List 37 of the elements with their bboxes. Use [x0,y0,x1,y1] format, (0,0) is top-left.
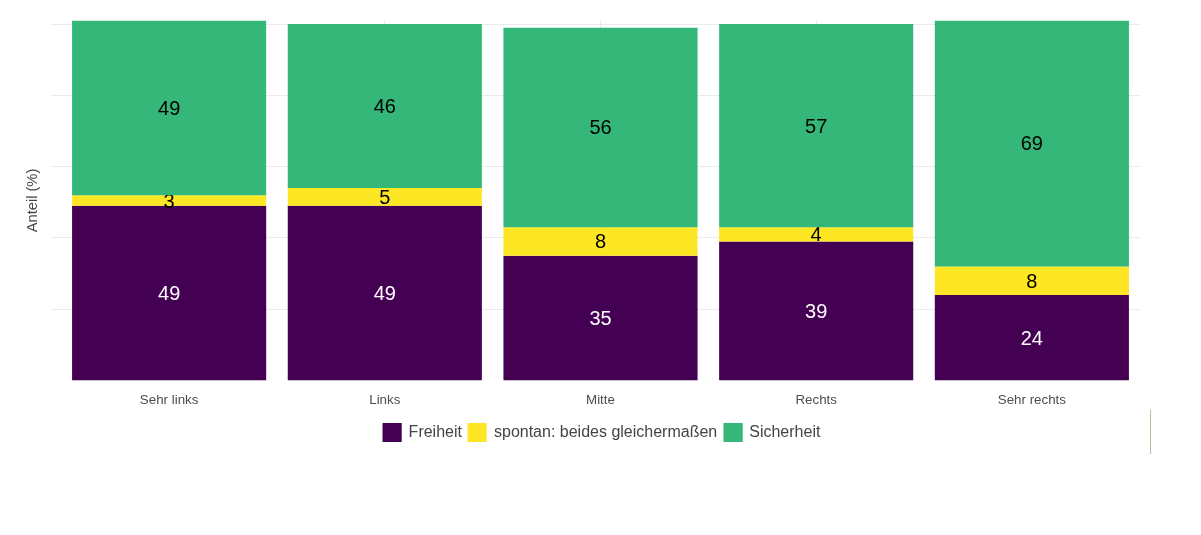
data-label: 49 [158,96,181,119]
bar [934,294,1129,381]
bar [503,27,698,228]
data-label: 46 [373,95,396,118]
data-label: 8 [594,230,607,253]
data-label: 35 [589,307,612,330]
bar [287,24,482,189]
data-label: 5 [379,185,391,208]
bar [934,20,1129,267]
legend-label: spontan: beides gleichermaßen [493,422,718,441]
bar [934,266,1129,295]
data-label: 69 [1020,132,1043,155]
bar [503,227,698,256]
data-label: 57 [805,114,828,137]
data-label: 4 [810,223,822,246]
bar [719,24,914,228]
x-tick-label: Links [369,391,401,407]
bar [287,205,482,381]
bar [503,255,698,381]
y-axis-title: Anteil (%) [23,168,40,233]
data-label: 49 [373,282,396,305]
bar [719,227,914,242]
data-label: 8 [1026,269,1038,292]
legend-label: Sicherheit [749,422,821,441]
x-tick-label: Rechts [795,391,838,407]
bar [719,241,914,381]
data-label: 24 [1020,326,1043,349]
data-label: 49 [158,282,181,305]
x-tick-label: Sehr links [139,391,199,407]
x-tick-label: Sehr rechts [997,391,1067,407]
x-tick-label: Mitte [586,391,615,407]
data-label: 39 [805,300,828,322]
bar [287,188,482,206]
bar [72,20,267,196]
legend-label: Freiheit [408,422,462,441]
bar [72,195,267,206]
data-label: 56 [589,116,612,139]
